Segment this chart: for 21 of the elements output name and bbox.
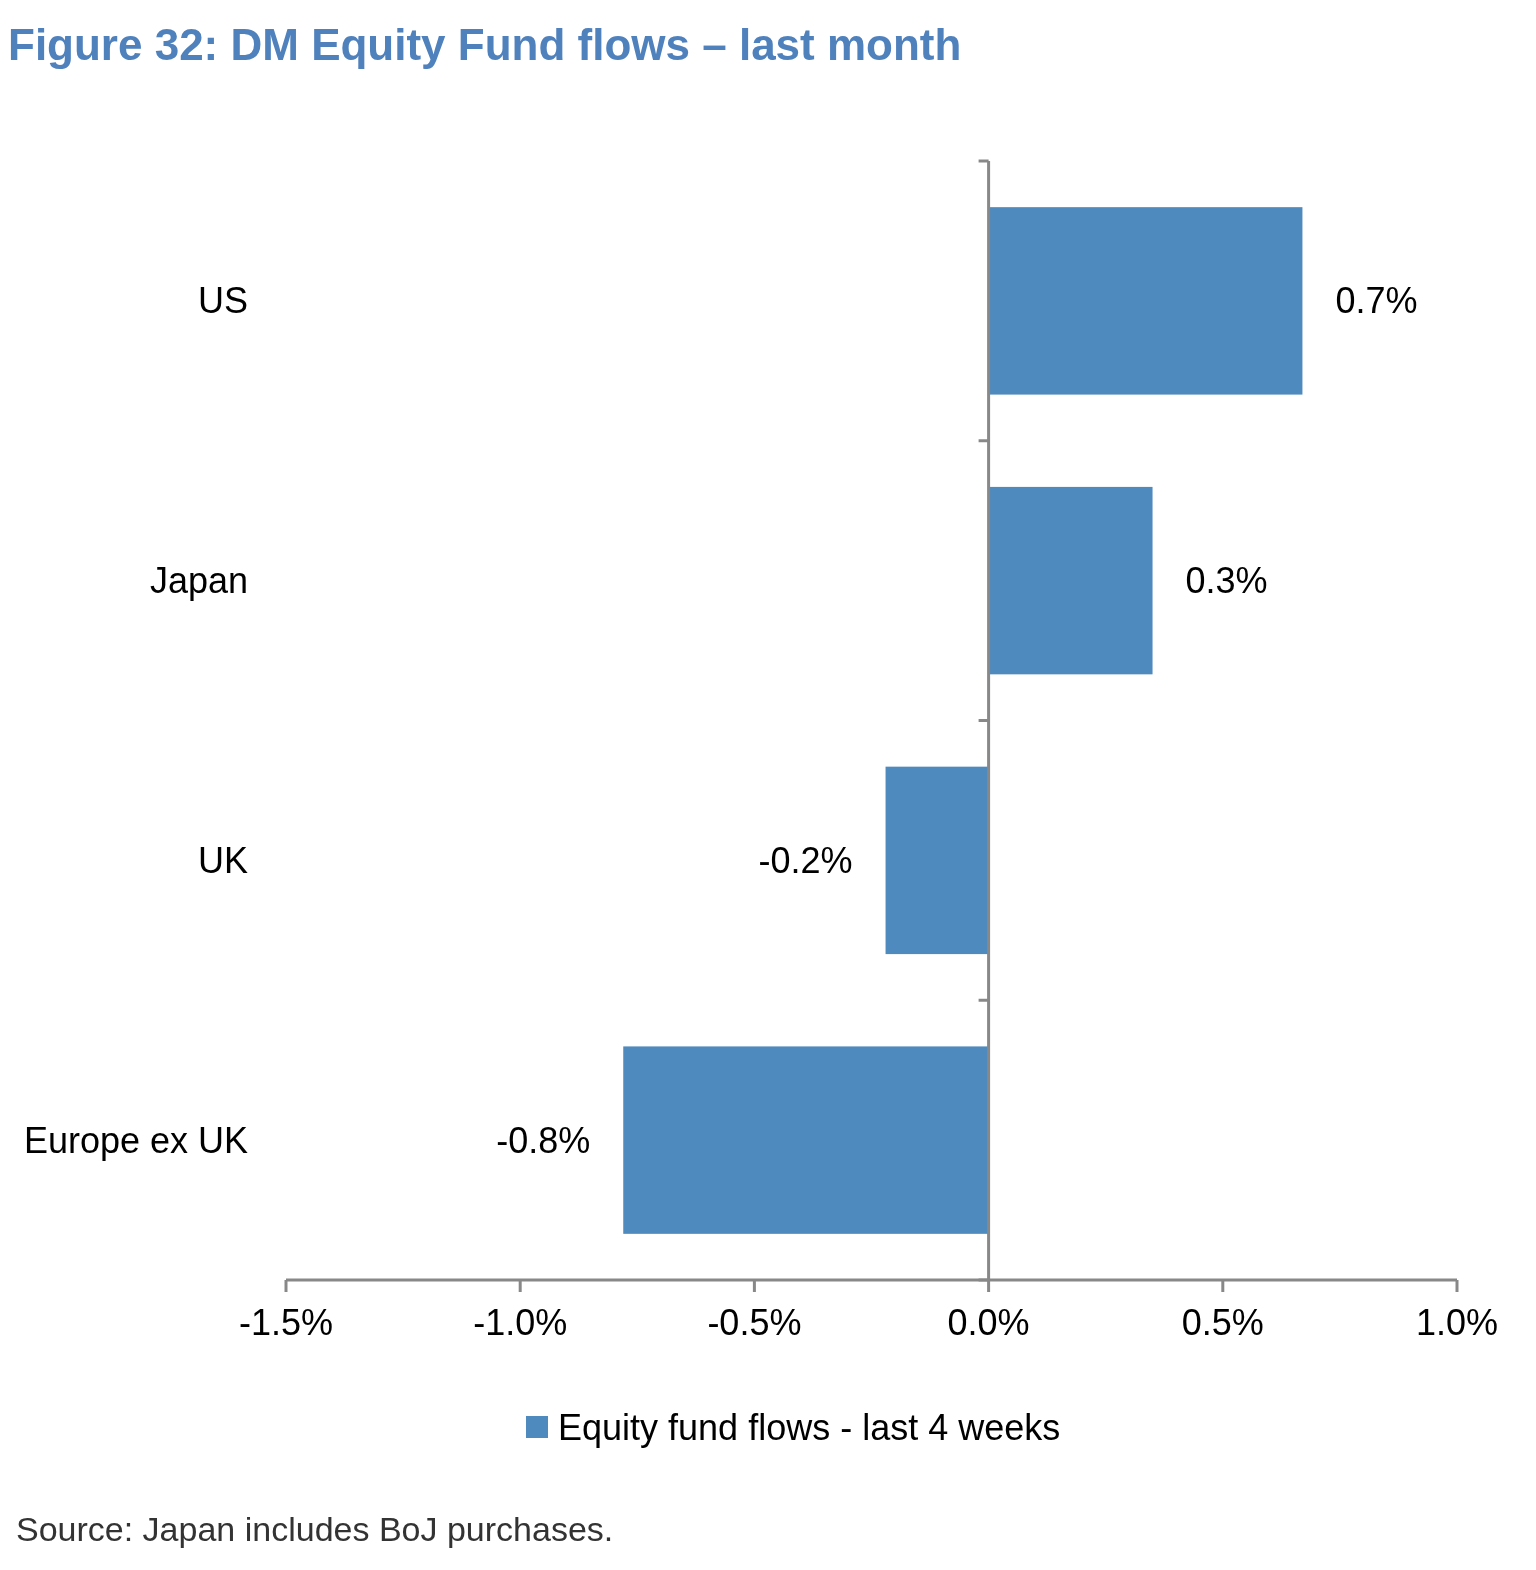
bar xyxy=(885,766,989,955)
bar xyxy=(623,1046,989,1234)
data-label: 0.7% xyxy=(1335,280,1418,322)
y-tick-label: UK xyxy=(197,839,248,881)
y-tick-label: US xyxy=(197,280,248,322)
source-note: Source: Japan includes BoJ purchases. xyxy=(16,1510,614,1548)
x-tick-label: -1.5% xyxy=(238,1302,334,1343)
bar xyxy=(988,486,1153,675)
chart-title: Figure 32: DM Equity Fund flows – last month xyxy=(8,20,962,69)
data-label: 0.3% xyxy=(1185,560,1268,602)
y-tick-label: Europe ex UK xyxy=(23,1119,248,1161)
bar xyxy=(988,207,1303,395)
x-tick-label: -1.0% xyxy=(473,1302,568,1343)
x-tick-label: 0.5% xyxy=(1181,1302,1264,1343)
x-tick-label: -0.5% xyxy=(707,1302,802,1343)
y-tick-label: Japan xyxy=(149,560,248,602)
legend-label: Equity fund flows - last 4 weeks xyxy=(558,1406,1061,1448)
x-tick-label: 0.0% xyxy=(947,1302,1030,1343)
data-label: -0.2% xyxy=(758,839,853,881)
data-label: -0.8% xyxy=(496,1119,591,1161)
x-tick-label: 1.0% xyxy=(1415,1302,1499,1343)
